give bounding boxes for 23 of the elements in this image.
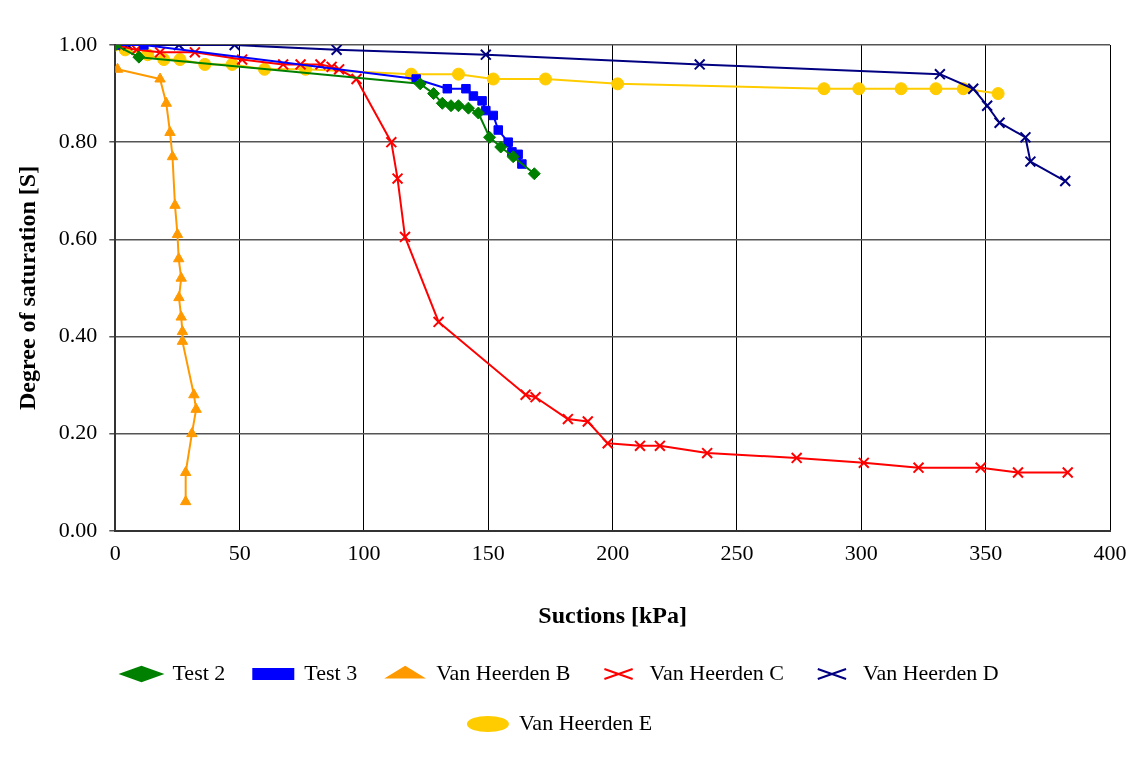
- legend-label: Test 2: [172, 659, 226, 685]
- y-tick-label: 1.00: [58, 30, 98, 56]
- x-tick-label: 400: [1093, 539, 1127, 565]
- y-tick-label: 0.60: [58, 225, 98, 251]
- y-axis-title: Degree of saturation [S]: [13, 165, 40, 410]
- x-tick-label: 350: [969, 539, 1003, 565]
- x-tick-label: 150: [471, 539, 505, 565]
- legend-label: Van Heerden E: [518, 709, 653, 735]
- legend-label: Van Heerden C: [649, 659, 784, 685]
- x-tick-label: 200: [596, 539, 630, 565]
- x-tick-label: 50: [228, 539, 251, 565]
- y-tick-label: 0.00: [58, 516, 98, 542]
- x-tick-label: 300: [844, 539, 878, 565]
- y-tick-label: 0.80: [58, 127, 98, 153]
- y-tick-label: 0.20: [58, 419, 98, 445]
- x-tick-label: 0: [109, 539, 121, 565]
- legend-label: Van Heerden D: [862, 659, 999, 685]
- x-axis-title: Suctions [kPa]: [538, 601, 687, 628]
- legend-label: Van Heerden B: [436, 659, 571, 685]
- x-tick-label: 250: [720, 539, 754, 565]
- x-tick-label: 100: [347, 539, 381, 565]
- y-tick-label: 0.40: [58, 322, 98, 348]
- legend-label: Test 3: [304, 659, 358, 685]
